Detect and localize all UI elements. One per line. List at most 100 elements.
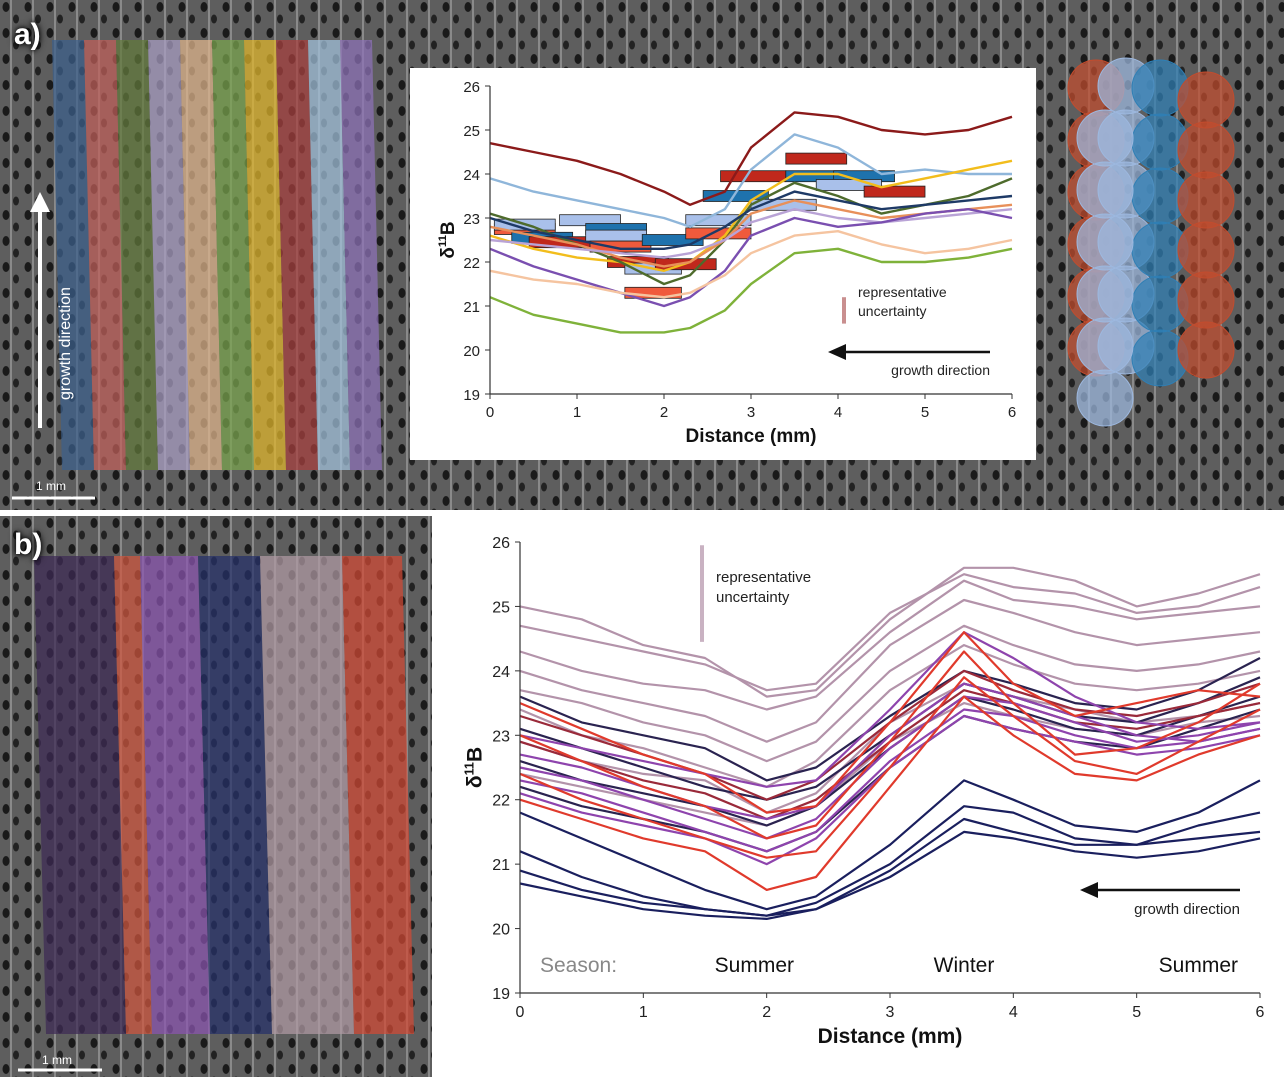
uncertainty-label: uncertainty: [716, 589, 790, 606]
y-tick-label: 23: [463, 211, 480, 228]
panel-b-strip: [342, 556, 414, 1034]
panel-a-strip: [148, 40, 190, 470]
sample-box: [720, 170, 787, 183]
uncertainty-label: representative: [858, 284, 947, 300]
growth-arrow-head: [1080, 882, 1098, 898]
x-tick-label: 5: [921, 404, 929, 421]
panel-b-micrograph: 1 mm: [0, 516, 432, 1077]
x-tick-label: 4: [1009, 1004, 1018, 1021]
x-tick-label: 6: [1008, 404, 1016, 421]
series-line: [489, 247, 1013, 334]
sample-box: [815, 179, 882, 191]
panel-a-spot: [1177, 321, 1235, 379]
panel-a-strip: [116, 40, 158, 470]
panel-a-sample-strips: [52, 40, 382, 470]
y-axis-label: δ11B: [463, 747, 487, 788]
series-line: [489, 230, 1013, 299]
sample-box: [641, 234, 704, 246]
uncertainty-label: representative: [716, 569, 811, 586]
x-tick-label: 2: [660, 404, 668, 421]
season-label: Season:: [540, 954, 617, 977]
panel-a-label: a): [14, 18, 41, 51]
series-line: [489, 208, 1013, 308]
y-axis-label: δ11B: [437, 221, 459, 258]
x-tick-label: 3: [747, 404, 755, 421]
y-tick-label: 23: [492, 728, 510, 745]
panel-a-strip: [52, 40, 94, 470]
y-tick-label: 25: [463, 123, 480, 140]
panel-a-spot: [1076, 369, 1134, 427]
chart-a-series: [489, 111, 1013, 334]
x-tick-label: 2: [762, 1004, 771, 1021]
series-line: [519, 573, 1261, 692]
series-line: [519, 631, 1261, 788]
x-axis-label: Distance (mm): [818, 1025, 963, 1048]
y-tick-label: 20: [463, 343, 480, 360]
panel-b-strip: [260, 556, 354, 1034]
panel-a-strip: [244, 40, 286, 470]
sample-box: [785, 152, 848, 165]
panel-a-growth-arrow: growth direction: [30, 192, 74, 428]
sample-box: [585, 229, 647, 242]
growth-arrow-label: growth direction: [891, 362, 990, 378]
series-line: [489, 190, 1013, 250]
uncertainty-label: uncertainty: [858, 303, 926, 319]
x-axis-label: Distance (mm): [686, 426, 817, 447]
panel-a-spot: [1076, 109, 1134, 167]
y-tick-label: 20: [492, 922, 510, 939]
y-tick-label: 25: [492, 599, 510, 616]
series-line: [519, 779, 1261, 911]
panel-a-spot: [1076, 161, 1134, 219]
y-tick-label: 26: [492, 535, 510, 552]
panel-b-strip: [114, 556, 152, 1034]
series-line: [519, 676, 1261, 859]
y-tick-label: 22: [463, 255, 480, 272]
panel-a-laser-spots: [1067, 57, 1235, 427]
series-line: [489, 111, 1013, 206]
season-name: Winter: [934, 954, 995, 977]
y-tick-label: 24: [463, 167, 480, 184]
series-line: [489, 208, 1013, 259]
season-name: Summer: [1159, 954, 1238, 977]
panel-b-strip: [140, 556, 210, 1034]
x-tick-label: 4: [834, 404, 842, 421]
panel-a-strip: [340, 40, 382, 470]
y-tick-label: 24: [492, 664, 510, 681]
season-name: Summer: [715, 954, 794, 977]
series-line: [519, 631, 1261, 814]
panel-b-scale-text: 1 mm: [42, 1053, 72, 1067]
panel-a-growth-label: growth direction: [57, 287, 74, 400]
series-line: [519, 657, 1261, 782]
series-line: [519, 579, 1261, 711]
panel-a-spot: [1076, 213, 1134, 271]
panel-a-strip: [276, 40, 318, 470]
series-line: [519, 624, 1261, 763]
panel-a-spot: [1177, 71, 1235, 129]
x-tick-label: 1: [573, 404, 581, 421]
panel-b-strip: [34, 556, 126, 1034]
series-line: [519, 598, 1261, 743]
panel-a-strip: [84, 40, 126, 470]
panel-b-scale-bar: 1 mm: [18, 1053, 102, 1072]
panel-a-spot: [1076, 265, 1134, 323]
sample-box: [685, 227, 752, 240]
panel-a-spot: [1177, 221, 1235, 279]
x-tick-label: 3: [886, 1004, 895, 1021]
series-line: [519, 830, 1261, 920]
panel-a-scale-bar: 1 mm: [12, 479, 95, 500]
series-line: [489, 133, 1012, 228]
panel-a-scale-text: 1 mm: [36, 479, 66, 493]
panel-a-spot: [1177, 171, 1235, 229]
x-tick-label: 0: [486, 404, 494, 421]
series-line: [519, 650, 1261, 840]
series-line: [519, 566, 1261, 698]
y-tick-label: 19: [492, 986, 510, 1003]
panel-b-strip: [198, 556, 272, 1034]
panel-a-strip: [180, 40, 222, 470]
panel-b-sample-strips: [34, 556, 414, 1034]
